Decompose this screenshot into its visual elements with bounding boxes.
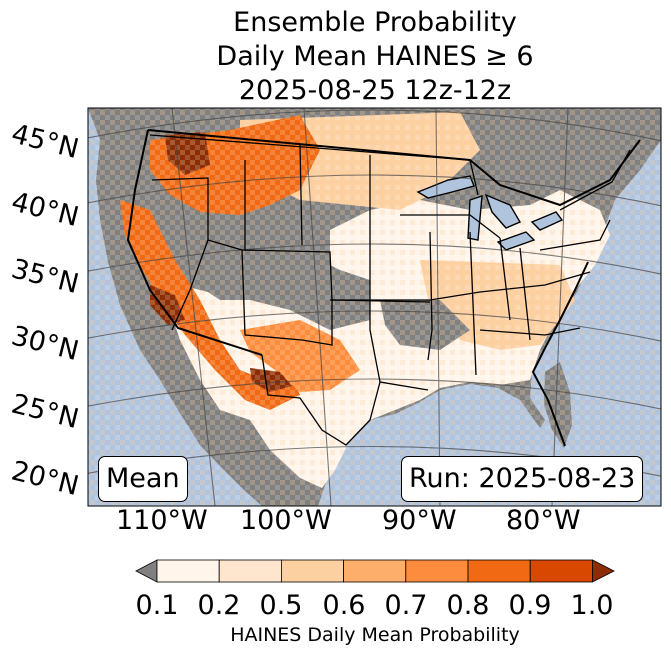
colorbar-tick: 0.8 <box>446 590 490 621</box>
colorbar-tick: 0.7 <box>384 590 428 621</box>
stat-label-box: Mean <box>98 456 188 502</box>
colorbar-tick: 0.2 <box>197 590 241 621</box>
lon-label-100: 100°W <box>240 505 332 536</box>
lon-label-80: 80°W <box>506 505 581 536</box>
title-line-1: Ensemble Probability <box>233 7 517 38</box>
graticule <box>88 108 661 506</box>
colorbar-under-arrow <box>135 559 158 583</box>
us-border <box>126 129 641 447</box>
colorbar-tick: 0.6 <box>322 590 366 621</box>
colorbar-bin-4 <box>343 559 407 583</box>
colorbar-tick: 0.1 <box>135 590 179 621</box>
lon-label-110: 110°W <box>116 505 208 536</box>
lon-label-90: 90°W <box>382 505 457 536</box>
colorbar-tick: 0.5 <box>259 590 303 621</box>
colorbar-over-arrow <box>592 559 615 583</box>
great-lakes <box>416 175 564 251</box>
colorbar-label: HAINES Daily Mean Probability <box>230 624 520 646</box>
run-date-box: Run: 2025-08-23 <box>401 456 644 502</box>
colorbar-bin-7 <box>529 559 593 583</box>
colorbar-bin-6 <box>467 559 531 583</box>
colorbar-bin-5 <box>405 559 469 583</box>
colorbar-bin-1 <box>156 559 220 583</box>
colorbar-bin-2 <box>218 559 282 583</box>
title-line-2: Daily Mean HAINES ≥ 6 <box>216 41 534 72</box>
colorbar-tick: 1.0 <box>570 590 614 621</box>
colorbar-bin-3 <box>280 559 344 583</box>
colorbar-tick: 0.9 <box>508 590 552 621</box>
colorbar <box>135 559 615 583</box>
title-line-3: 2025-08-25 12z-12z <box>238 75 512 106</box>
